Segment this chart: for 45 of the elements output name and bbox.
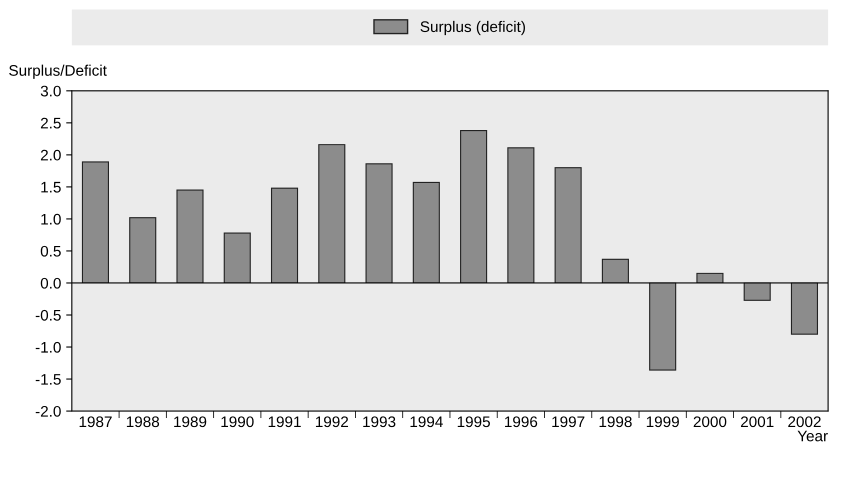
bar bbox=[460, 130, 488, 284]
bar bbox=[554, 167, 582, 284]
x-tick-label: 1993 bbox=[363, 416, 396, 428]
bar bbox=[649, 282, 676, 371]
y-tick-label: 1.5 bbox=[41, 182, 61, 193]
x-tick-label: 1987 bbox=[80, 416, 112, 428]
x-tick-label: 1989 bbox=[174, 416, 206, 428]
bar bbox=[129, 217, 156, 284]
bar bbox=[602, 258, 629, 284]
legend-label: Surplus (deficit) bbox=[420, 20, 525, 36]
y-tick-label: -1.5 bbox=[36, 374, 61, 385]
x-tick-label: 1995 bbox=[458, 416, 490, 428]
y-tick-label: 3.0 bbox=[40, 86, 61, 97]
y-tick-label: -1.0 bbox=[36, 342, 61, 353]
bar bbox=[790, 282, 818, 335]
x-tick-label: 1997 bbox=[552, 416, 584, 428]
bar bbox=[318, 144, 346, 284]
bar bbox=[366, 163, 393, 284]
x-axis-title: Year bbox=[798, 430, 828, 442]
y-tick-label: -0.5 bbox=[36, 310, 61, 321]
x-tick-label: 1996 bbox=[505, 416, 538, 428]
y-tick-label: -2.0 bbox=[36, 406, 61, 417]
x-tick-label: 2000 bbox=[694, 416, 726, 428]
x-tick-label: 2001 bbox=[740, 416, 774, 428]
x-tick-label: 2002 bbox=[788, 416, 821, 428]
bar bbox=[176, 190, 204, 284]
y-tick-label: 2.0 bbox=[40, 150, 61, 161]
x-tick-label: 1992 bbox=[316, 416, 348, 428]
y-axis-title: Surplus/Deficit bbox=[9, 64, 107, 79]
x-tick-label: 1990 bbox=[221, 416, 254, 428]
y-tick-label: 2.5 bbox=[40, 118, 61, 129]
bar bbox=[507, 147, 534, 284]
x-tick-label: 1999 bbox=[646, 416, 679, 428]
x-tick-label: 1998 bbox=[600, 416, 632, 428]
bar bbox=[224, 232, 251, 284]
x-tick-label: 1991 bbox=[268, 416, 301, 428]
bar bbox=[82, 161, 110, 284]
x-tick-label: 1988 bbox=[126, 416, 160, 428]
bar bbox=[270, 188, 298, 284]
y-tick-label: 1.0 bbox=[41, 214, 61, 225]
y-tick-label: 0.0 bbox=[40, 278, 61, 289]
bar bbox=[744, 282, 771, 301]
y-tick-label: 0.5 bbox=[40, 246, 61, 257]
x-tick-label: 1994 bbox=[410, 416, 443, 428]
bar bbox=[412, 182, 440, 284]
